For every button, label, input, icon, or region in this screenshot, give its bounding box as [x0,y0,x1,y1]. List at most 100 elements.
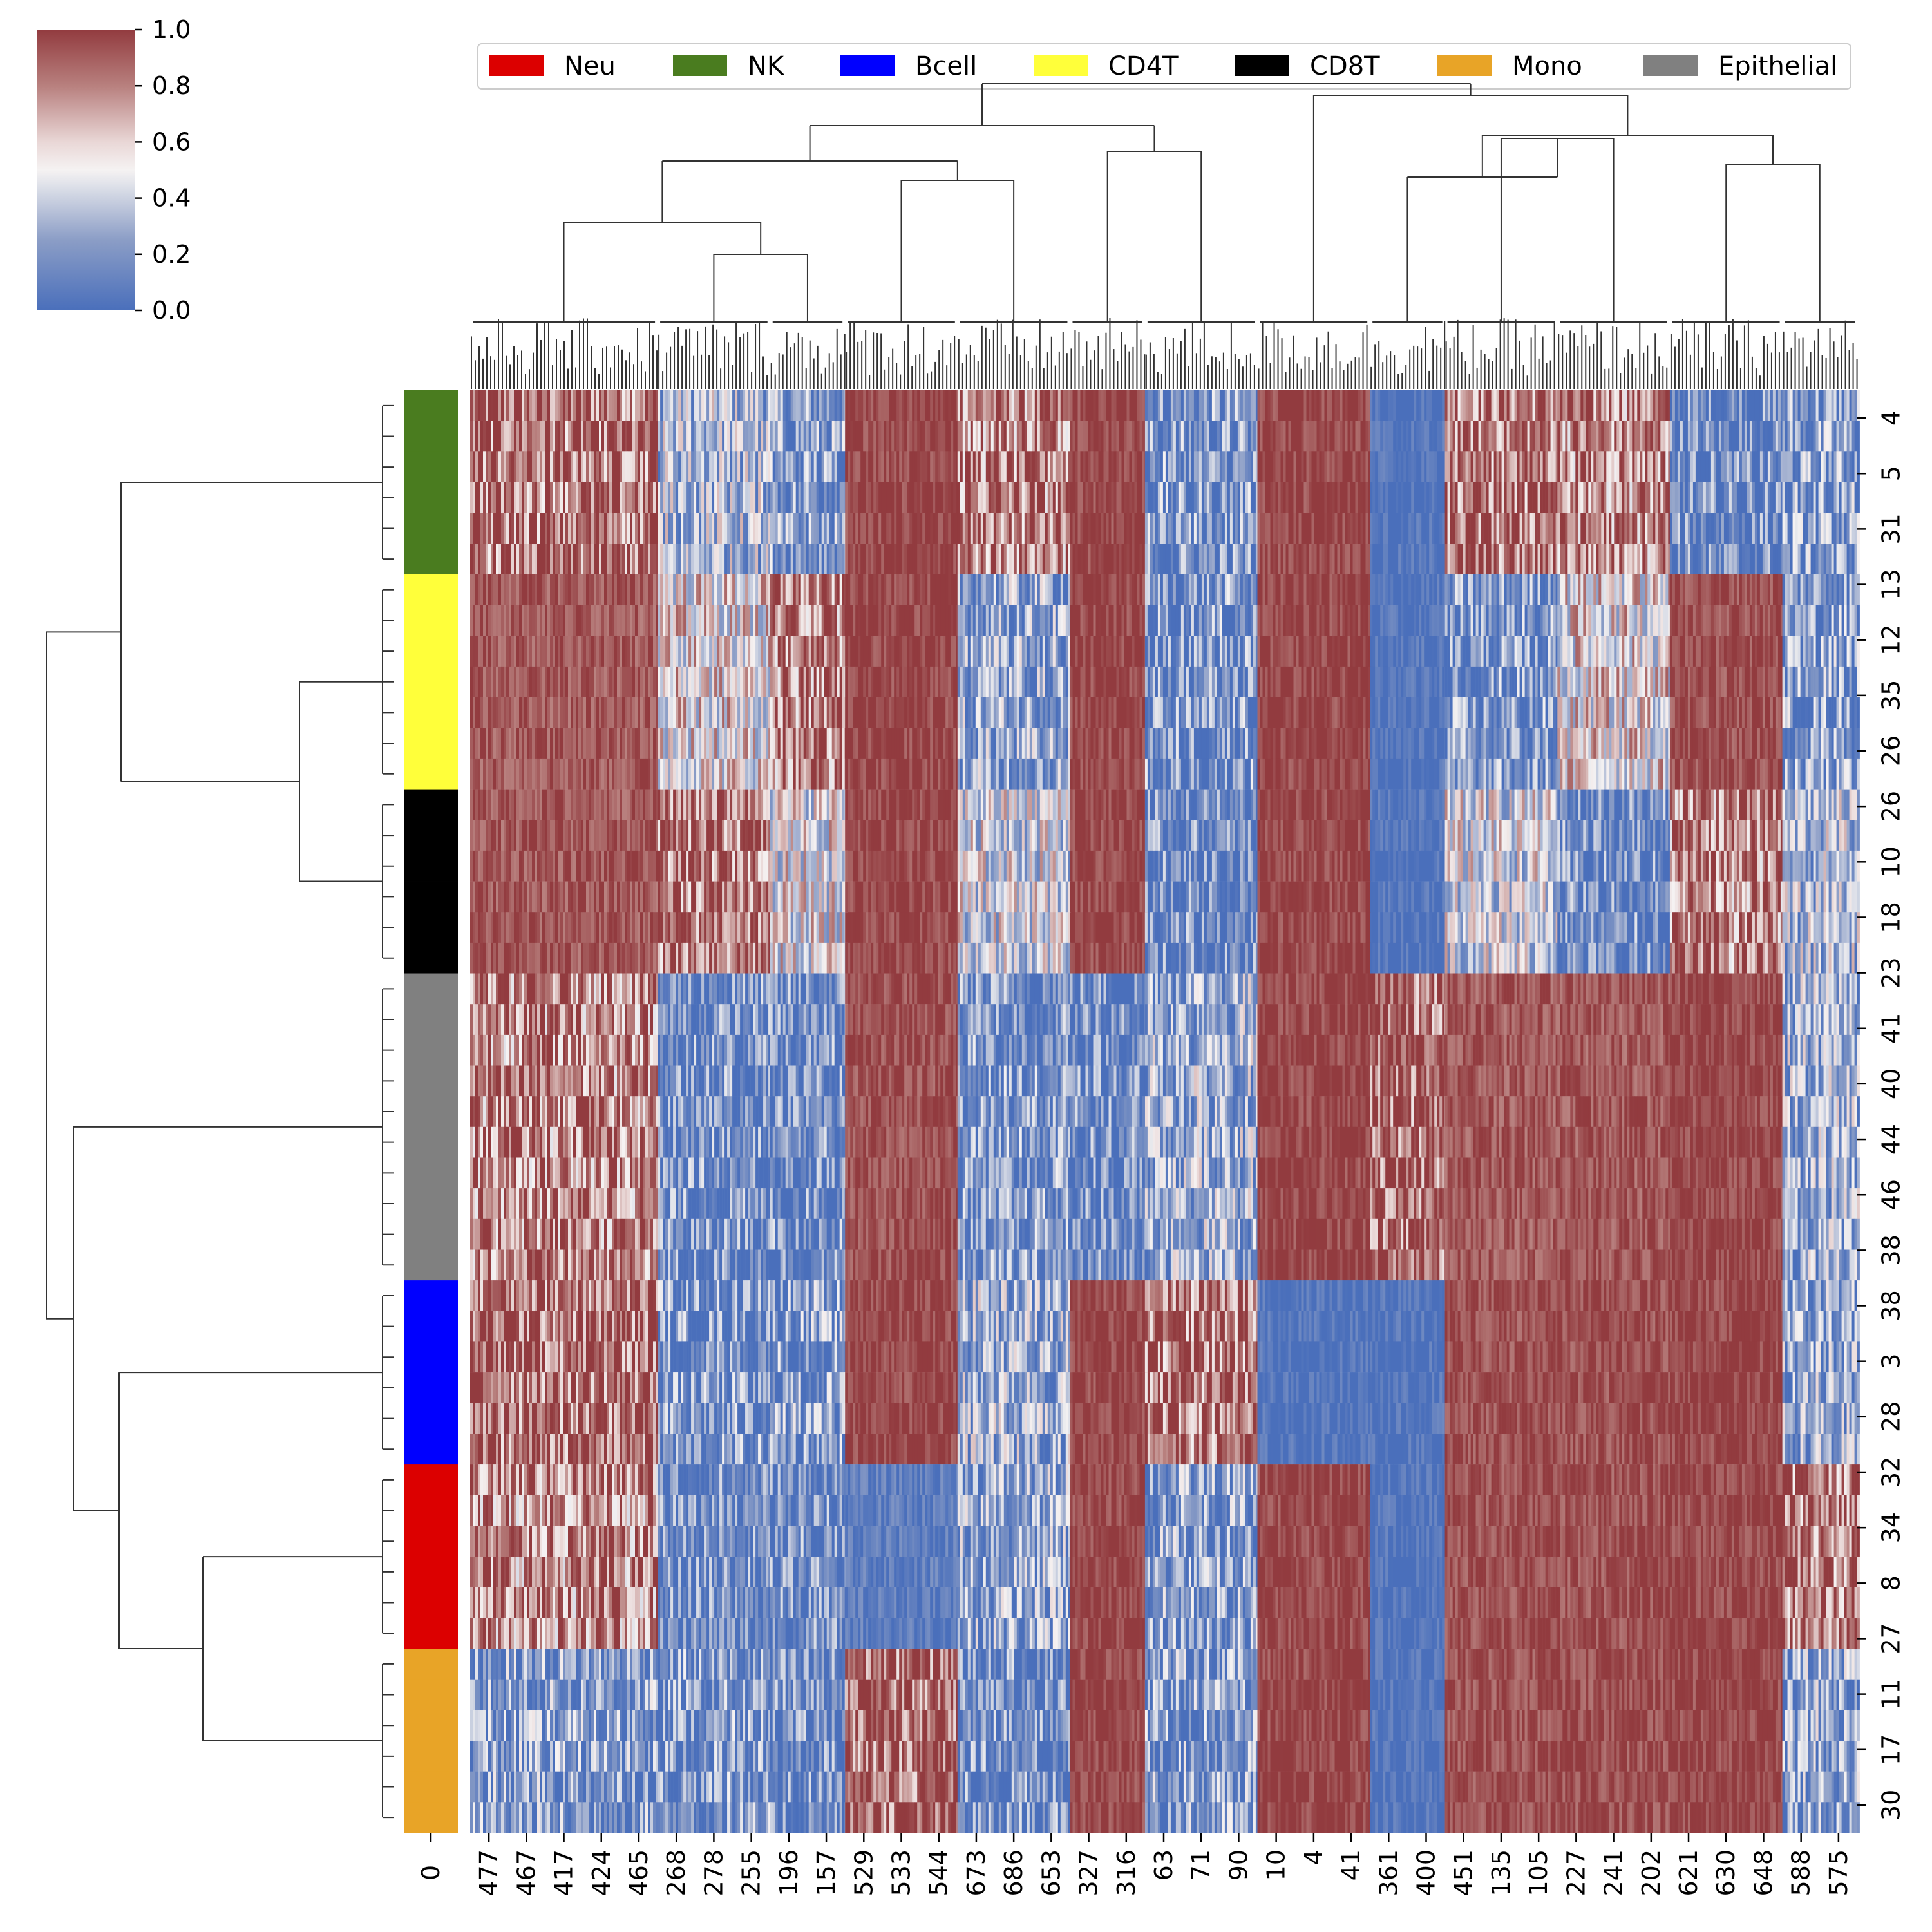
heatmap-cell [1340,482,1343,513]
heatmap-cell [1370,451,1372,482]
heatmap-cell [778,421,781,452]
heatmap-cell [1014,605,1017,636]
heatmap-cell [1220,482,1222,513]
heatmap-cell [889,421,891,452]
heatmap-cell [1166,390,1168,421]
heatmap-cell [770,421,773,452]
heatmap-cell [1370,605,1372,636]
heatmap-cell [973,482,976,513]
heatmap-cell [1785,421,1788,452]
heatmap-cell [978,421,981,452]
heatmap-cell [527,605,529,636]
heatmap-cell [480,390,483,421]
heatmap-cell [1217,513,1220,544]
heatmap-cell [1670,574,1672,605]
heatmap-cell [1230,513,1233,544]
heatmap-cell [1073,605,1075,636]
heatmap-cell [1245,605,1248,636]
heatmap-cell [1235,482,1238,513]
heatmap-cell [714,513,717,544]
heatmap-cell [1150,421,1153,452]
heatmap-cell [1790,574,1793,605]
heatmap-cell [532,390,535,421]
heatmap-cell [1426,482,1429,513]
heatmap-cell [650,451,653,482]
heatmap-cell [1696,605,1698,636]
heatmap-cell [909,574,912,605]
heatmap-cell [1281,605,1283,636]
heatmap-cell [1709,605,1711,636]
heatmap-cell [653,513,656,544]
heatmap-cell [917,451,920,482]
heatmap-cell [1032,482,1035,513]
heatmap-cell [1112,605,1114,636]
heatmap-cell [996,544,999,574]
heatmap-cell [835,574,837,605]
heatmap-cell [1171,513,1173,544]
heatmap-cell [594,451,596,482]
heatmap-cell [886,513,889,544]
heatmap-cell [1094,544,1096,574]
heatmap-cell [1343,513,1345,544]
heatmap-cell [761,544,763,574]
heatmap-cell [1688,544,1690,574]
heatmap-cell [537,513,540,544]
heatmap-cell [1375,574,1378,605]
heatmap-cell [1629,605,1632,636]
heatmap-cell [822,513,824,544]
heatmap-cell [1538,482,1540,513]
heatmap-cell [581,390,583,421]
heatmap-cell [1045,390,1048,421]
heatmap-cell [1027,482,1030,513]
heatmap-cell [1586,390,1588,421]
heatmap-cell [1596,605,1598,636]
heatmap-cell [704,574,706,605]
heatmap-cell [1578,544,1580,574]
heatmap-cell [1727,451,1729,482]
heatmap-cell [1798,513,1801,544]
heatmap-cell [1842,574,1844,605]
heatmap-cell [625,544,627,574]
heatmap-cell [1158,605,1160,636]
heatmap-cell [1658,451,1660,482]
heatmap-cell [1709,482,1711,513]
heatmap-cell [1317,544,1320,574]
heatmap-cell [1343,574,1345,605]
heatmap-cell [1388,421,1390,452]
heatmap-cell [938,513,940,544]
heatmap-cell [542,421,545,452]
heatmap-cell [573,451,576,482]
heatmap-cell [1066,544,1068,574]
heatmap-cell [1343,451,1345,482]
heatmap-cell [1507,390,1510,421]
heatmap-cell [1014,421,1017,452]
heatmap-cell [514,421,516,452]
heatmap-cell [568,513,571,544]
heatmap-cell [724,513,727,544]
heatmap-cell [1596,390,1598,421]
heatmap-cell [1398,421,1401,452]
heatmap-cell [1540,421,1543,452]
heatmap-cell [1793,451,1795,482]
heatmap-cell [1061,421,1063,452]
heatmap-cell [971,482,973,513]
heatmap-cell [1215,513,1217,544]
heatmap-cell [529,574,532,605]
heatmap-cell [1553,574,1556,605]
heatmap-cell [1466,451,1468,482]
heatmap-cell [737,421,740,452]
heatmap-cell [617,513,620,544]
heatmap-cell [1109,513,1112,544]
heatmap-cell [1137,482,1140,513]
heatmap-cell [1593,605,1596,636]
heatmap-cell [855,544,858,574]
heatmap-cell [1393,482,1396,513]
heatmap-cell [475,390,478,421]
heatmap-cell [860,482,863,513]
heatmap-cell [1001,605,1004,636]
heatmap-cell [1419,513,1421,544]
heatmap-cell [686,482,688,513]
heatmap-cell [594,574,596,605]
heatmap-cell [1396,544,1398,574]
heatmap-cell [1432,544,1434,574]
